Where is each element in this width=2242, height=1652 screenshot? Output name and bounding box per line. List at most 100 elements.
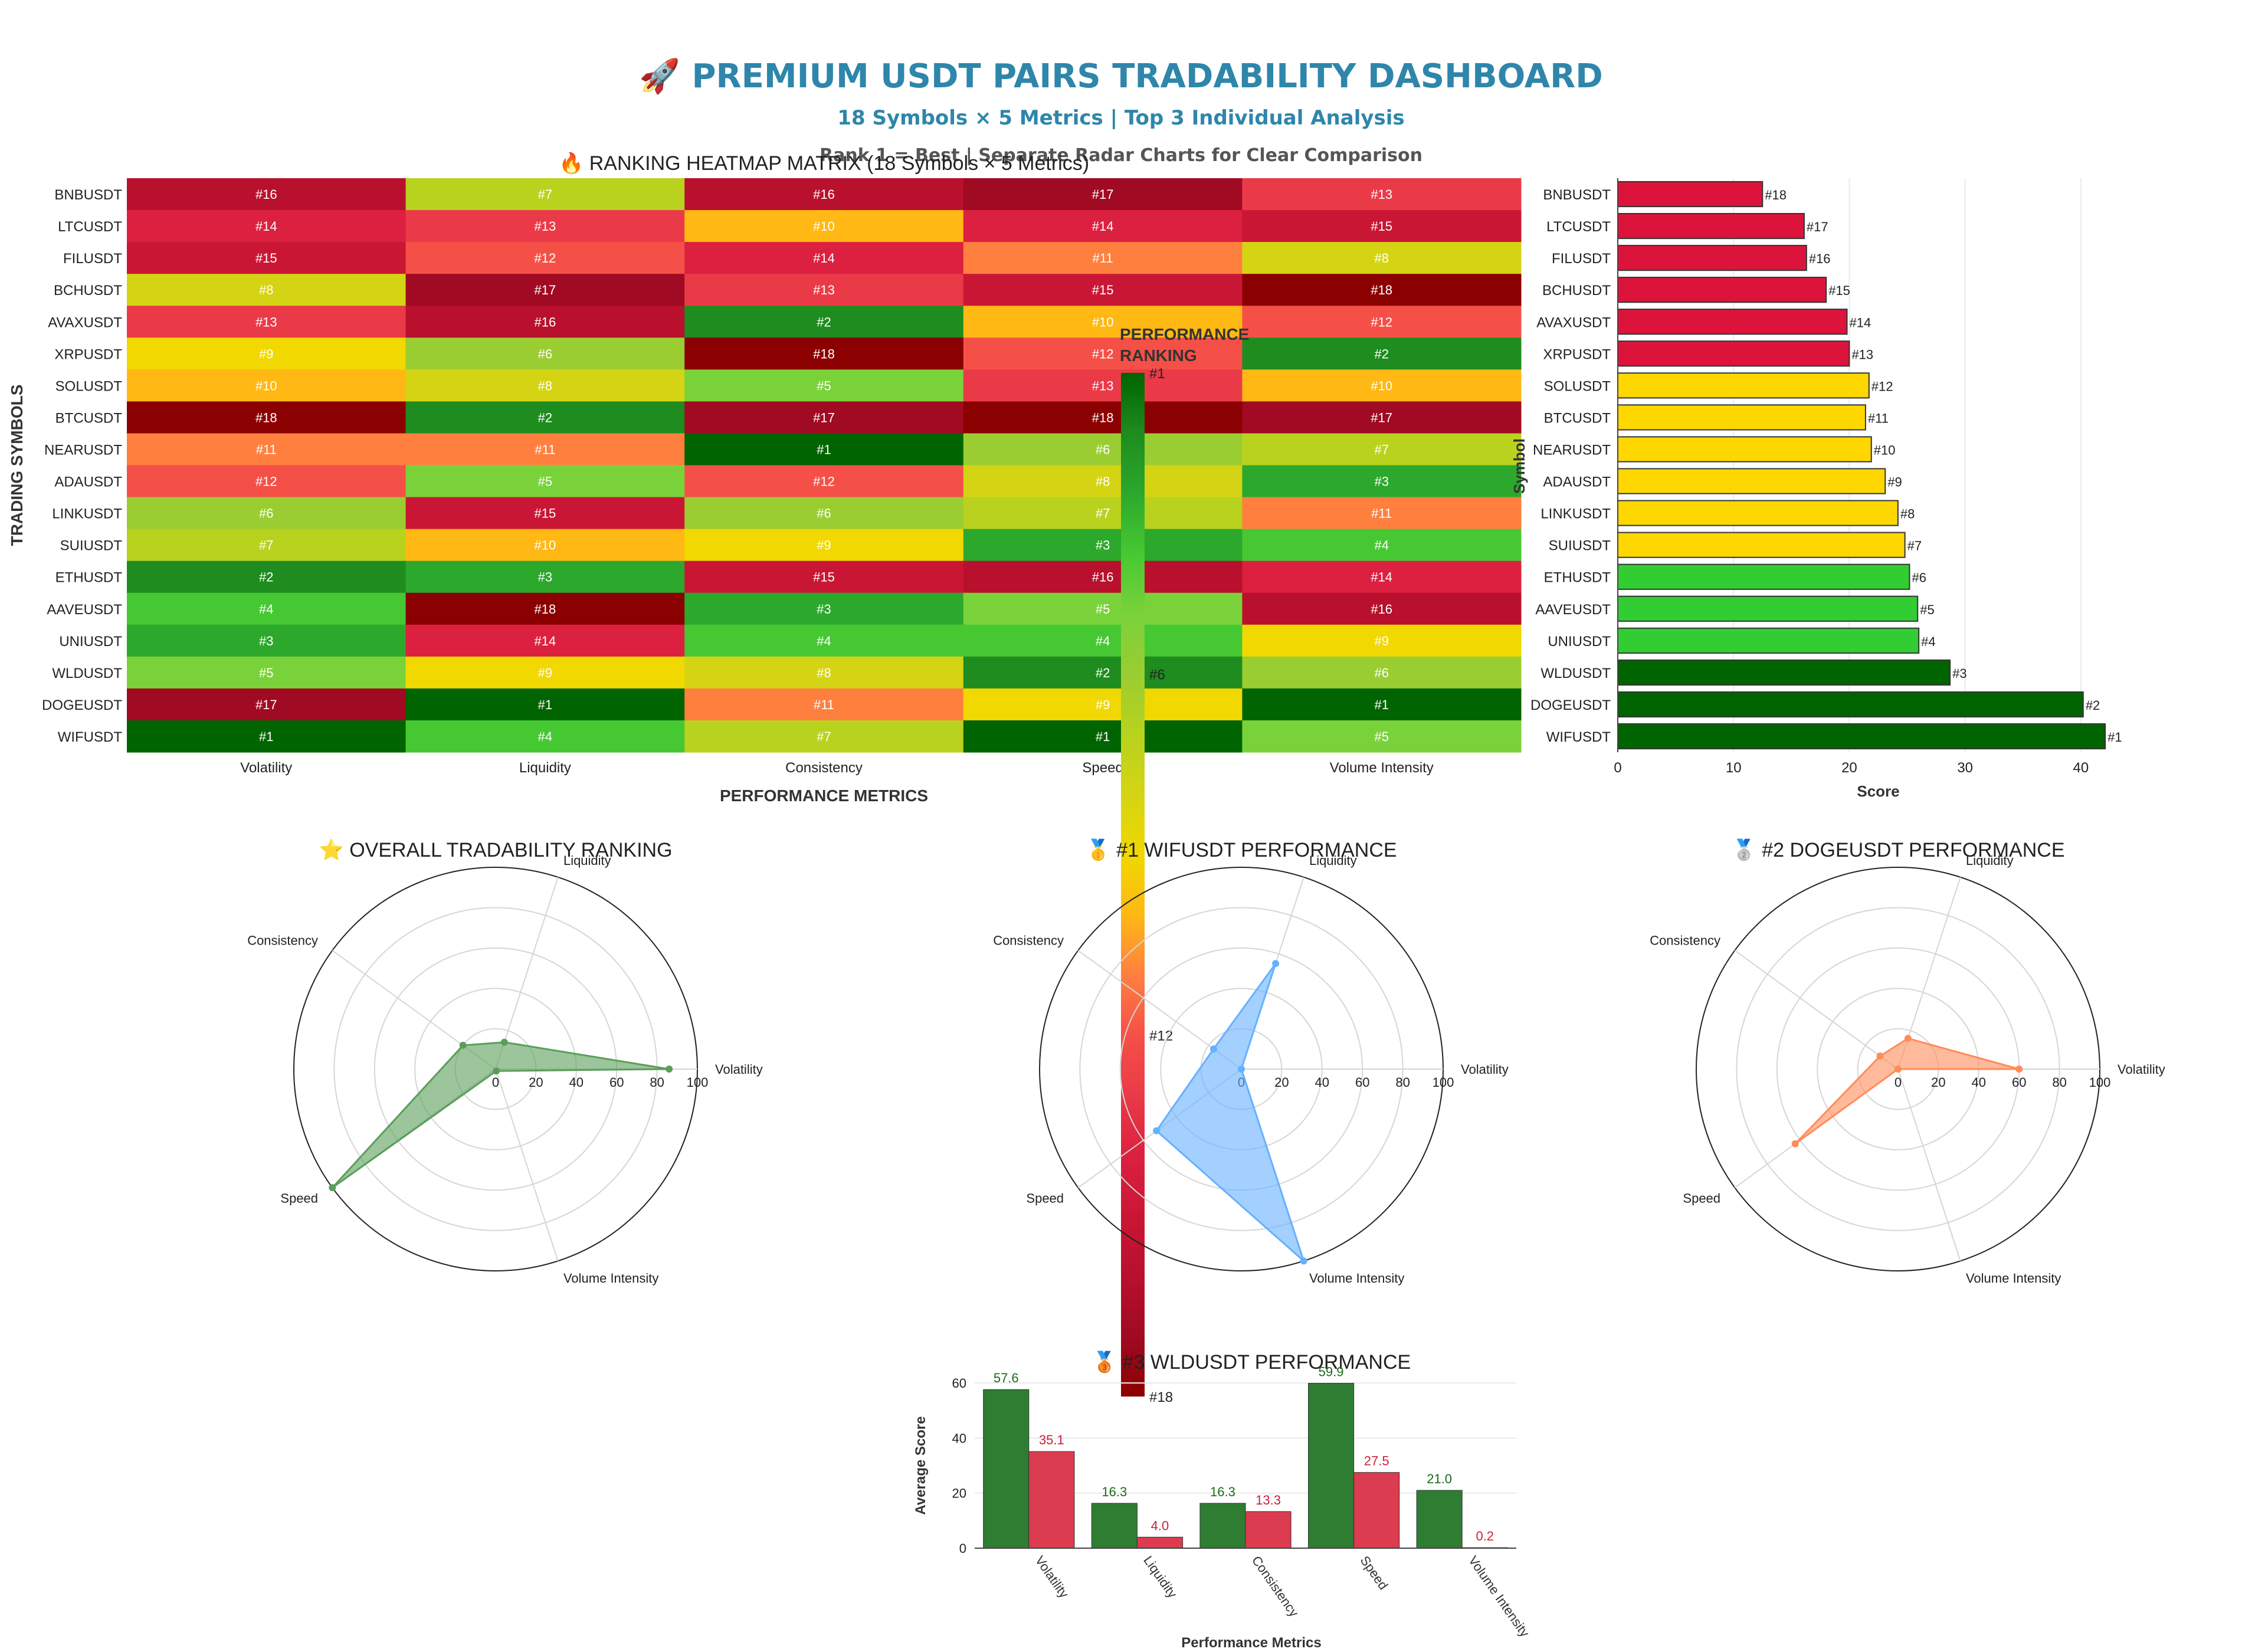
heatmap-cell-label: #17 <box>813 410 835 425</box>
heatmap-cell-label: #8 <box>538 378 552 393</box>
score-category-label: WIFUSDT <box>1546 729 1611 745</box>
heatmap-cell-label: #13 <box>535 219 556 234</box>
radar-axis-label: Consistency <box>1650 933 1720 948</box>
heatmap-cell-label: #11 <box>535 442 555 457</box>
radar-radial-tick: 100 <box>1433 1075 1454 1090</box>
wld-bar-label: 0.2 <box>1476 1529 1494 1543</box>
radar-radial-tick: 20 <box>1274 1075 1289 1090</box>
radar-radial-tick: 60 <box>1355 1075 1369 1090</box>
heatmap-cell <box>684 242 964 274</box>
radar-radial-tick: 40 <box>1315 1075 1329 1090</box>
heatmap-cell <box>963 210 1243 242</box>
heatmap-cell <box>127 720 407 753</box>
heatmap-cell <box>405 433 685 466</box>
heatmap-cell <box>684 497 964 530</box>
score-tick-label: 0 <box>1614 760 1621 776</box>
score-bar-label: #11 <box>1868 411 1889 425</box>
score-bar <box>1617 277 1827 303</box>
heatmap-cell-label: #1 <box>817 442 831 457</box>
radar-point <box>1238 1066 1245 1073</box>
heatmap-cell <box>1242 624 1522 657</box>
radar-axis-label: Speed <box>1683 1191 1720 1206</box>
heatmap-cell-label: #12 <box>255 474 277 489</box>
heatmap-row-label: BTCUSDT <box>55 410 123 426</box>
score-bar-label: #13 <box>1851 347 1873 362</box>
radar-point <box>329 1184 336 1192</box>
heatmap-cell <box>1242 592 1522 625</box>
heatmap-cell-label: #13 <box>255 314 277 329</box>
radar-wifusdt: 🥇 #1 WIFUSDT PERFORMANCE Volatility Liquid… <box>993 838 1509 1286</box>
wld-category-label: Speed <box>1358 1553 1391 1592</box>
heatmap-cell-label: #4 <box>1096 634 1110 648</box>
radar-title: 🥇 #1 WIFUSDT PERFORMANCE <box>1086 838 1397 862</box>
wld-bar-label: 13.3 <box>1256 1493 1281 1507</box>
radar-radial-tick: 20 <box>529 1075 543 1090</box>
colorbar-tick-label: #6 <box>1149 667 1165 683</box>
heatmap-column-label: Volume Intensity <box>1330 760 1434 776</box>
score-category-label: XRPUSDT <box>1543 346 1611 362</box>
heatmap-cell <box>127 306 407 338</box>
heatmap-row-label: SOLUSDT <box>55 378 123 394</box>
heatmap-cell-label: #12 <box>1092 346 1114 361</box>
heatmap-cell <box>405 688 685 721</box>
heatmap-cell-label: #8 <box>1374 251 1388 266</box>
radar-radial-tick: 0 <box>492 1075 499 1090</box>
heatmap-cell <box>127 210 407 242</box>
heatmap-cell-label: #1 <box>259 729 273 744</box>
score-bar <box>1617 500 1899 526</box>
heatmap-cell <box>127 337 407 370</box>
radar-radial-tick: 60 <box>2012 1075 2026 1090</box>
heatmap-cell <box>963 337 1243 370</box>
dashboard-title: 🚀 PREMIUM USDT PAIRS TRADABILITY DASHBOA… <box>639 57 1603 96</box>
heatmap-cell-label: #14 <box>1371 570 1392 585</box>
wld-bar <box>1416 1490 1463 1549</box>
heatmap-row-label: UNIUSDT <box>59 634 122 650</box>
heatmap-cell <box>405 656 685 689</box>
score-bar-label: #14 <box>1850 315 1871 330</box>
radar-point <box>1894 1066 1902 1073</box>
heatmap-cell-label: #5 <box>817 378 831 393</box>
heatmap-cell <box>684 720 964 753</box>
heatmap-row-label: ETHUSDT <box>55 570 123 586</box>
score-bar <box>1617 404 1866 431</box>
heatmap-cell <box>684 306 964 338</box>
score-bar-label: #1 <box>2107 730 2122 745</box>
heatmap-cell-label: #10 <box>255 378 277 393</box>
heatmap-cell <box>405 369 685 402</box>
heatmap-row-label: ADAUSDT <box>54 474 122 490</box>
heatmap-cell <box>963 369 1243 402</box>
heatmap-y-axis-title: TRADING SYMBOLS <box>8 385 26 546</box>
dashboard-subtitle: 18 Symbols × 5 Metrics | Top 3 Individua… <box>837 106 1405 130</box>
heatmap-cell-label: #15 <box>1371 219 1392 234</box>
heatmap-cell <box>1242 274 1522 306</box>
radar-title: 🥈 #2 DOGEUSDT PERFORMANCE <box>1731 838 2064 862</box>
heatmap-cell <box>1242 720 1522 753</box>
heatmap-cell-label: #18 <box>1371 283 1392 297</box>
heatmap-cell-label: #5 <box>538 474 552 489</box>
score-bar <box>1617 372 1870 399</box>
radar-point <box>1153 1127 1161 1135</box>
heatmap-cell-label: #4 <box>1374 538 1388 553</box>
heatmap-cell <box>963 242 1243 274</box>
heatmap-cell-label: #13 <box>813 283 835 297</box>
heatmap-cell-label: #11 <box>256 442 277 457</box>
score-bar-label: #8 <box>1900 507 1915 522</box>
radar-axis-label: Speed <box>1026 1191 1064 1206</box>
score-bar <box>1617 245 1807 271</box>
radar-axis-label: Speed <box>280 1191 318 1206</box>
wld-bar <box>1245 1511 1292 1549</box>
score-category-label: AAVEUSDT <box>1535 602 1611 618</box>
heatmap-cell-label: #18 <box>535 602 556 617</box>
colorbar: PERFORMANCE RANKING#1 #6 #12 #18 <box>1120 325 1249 1405</box>
heatmap-cell-label: #5 <box>1374 729 1388 744</box>
score-bar-chart: 0 10 20 30 40 #18 BNBUSDT #17 LTCUSDT #16 FILUSDT #… <box>1510 178 2122 800</box>
heatmap-row-label: XRPUSDT <box>54 346 122 362</box>
heatmap-row-label: BCHUSDT <box>54 283 122 299</box>
heatmap-cell <box>963 529 1243 562</box>
heatmap-cell-label: #18 <box>1092 410 1114 425</box>
heatmap-cell <box>1242 369 1522 402</box>
heatmap-cell <box>684 560 964 594</box>
heatmap-row-label: WLDUSDT <box>52 666 122 681</box>
radar-point <box>1272 960 1280 968</box>
radar-axis-label: Volatility <box>1461 1062 1509 1077</box>
